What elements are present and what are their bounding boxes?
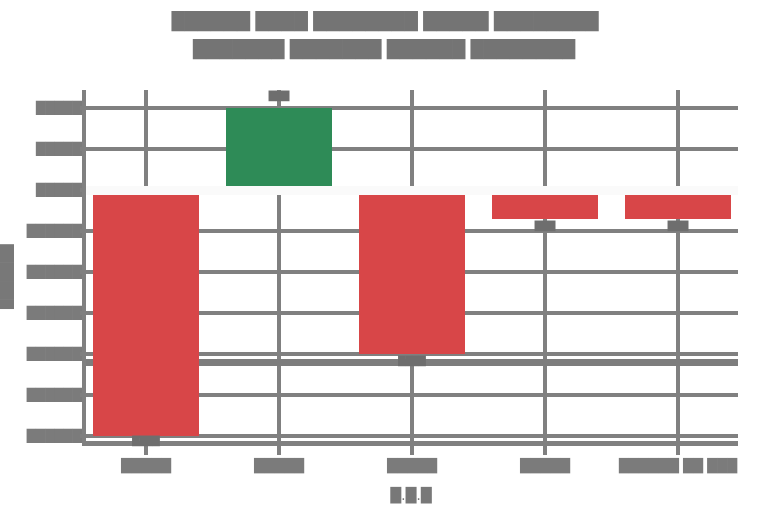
horizontal-gridline xyxy=(86,393,738,397)
y-tick-label: ██████ xyxy=(26,224,82,238)
y-tick-label: ██████ xyxy=(26,429,82,443)
chart-title-line1: ██████ ████ ████████ █████ ████████ xyxy=(171,12,599,32)
bar-negative xyxy=(359,190,465,354)
vertical-gridline xyxy=(676,90,680,446)
x-tick-mark xyxy=(543,446,547,455)
y-tick-label: ██████ xyxy=(26,347,82,361)
zero-line xyxy=(86,186,738,195)
x-axis-label: █.█.█ xyxy=(390,488,432,504)
y-tick-label: ██████ xyxy=(26,306,82,320)
x-tick-label: █████ xyxy=(387,459,437,474)
x-tick-label: █████ xyxy=(520,459,570,474)
x-tick-label: █████ xyxy=(121,459,171,474)
horizontal-gridline xyxy=(86,106,738,110)
bar-value-label: ███ xyxy=(667,221,689,232)
x-tick-label: ██████ ██ ███ xyxy=(618,459,738,474)
y-tick-label: ██████ xyxy=(26,265,82,279)
bar-value-label: ███ xyxy=(268,92,290,102)
bar-value-label: ████ xyxy=(132,437,160,447)
vertical-gridline xyxy=(543,90,547,446)
y-tick-label: █████ xyxy=(35,142,82,156)
bar-positive xyxy=(226,108,332,190)
bar-value-label: ████ xyxy=(398,357,426,367)
horizontal-gridline xyxy=(86,434,738,438)
left-axis-spine xyxy=(82,90,86,446)
bar-negative xyxy=(93,190,199,436)
horizontal-gridline xyxy=(86,147,738,151)
y-tick-label: ██████ xyxy=(26,388,82,402)
x-tick-label: █████ xyxy=(254,459,304,474)
bar-value-label: ███ xyxy=(534,221,556,232)
x-tick-mark xyxy=(277,446,281,455)
bottom-axis-spine xyxy=(82,441,738,446)
horizontal-gridline xyxy=(86,352,738,356)
y-tick-label: █████ xyxy=(35,183,82,197)
reference-line xyxy=(86,359,738,367)
x-tick-mark xyxy=(144,446,148,455)
y-tick-label: █████ xyxy=(35,101,82,115)
x-tick-mark xyxy=(676,446,680,455)
vertical-gridline xyxy=(277,90,281,446)
chart-title-line2: ███████ ███████ ██████ ████████ xyxy=(192,40,576,60)
x-tick-mark xyxy=(410,446,414,455)
